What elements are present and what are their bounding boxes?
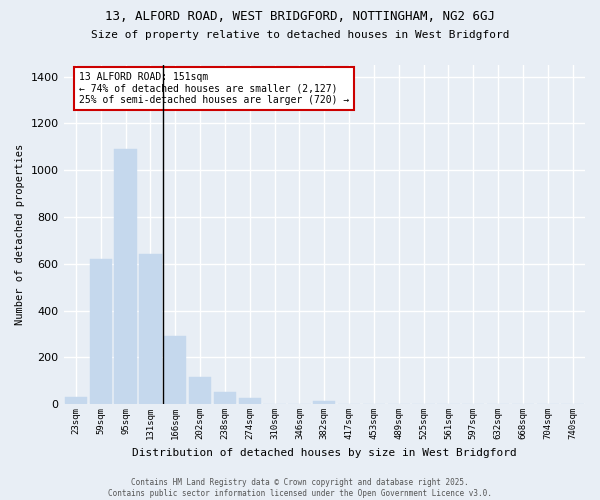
- Bar: [313, 400, 335, 404]
- Bar: [65, 397, 87, 404]
- Bar: [89, 259, 112, 404]
- X-axis label: Distribution of detached houses by size in West Bridgford: Distribution of detached houses by size …: [132, 448, 517, 458]
- Bar: [189, 377, 211, 404]
- Bar: [239, 398, 261, 404]
- Bar: [214, 392, 236, 404]
- Y-axis label: Number of detached properties: Number of detached properties: [15, 144, 25, 325]
- Text: 13 ALFORD ROAD: 151sqm
← 74% of detached houses are smaller (2,127)
25% of semi-: 13 ALFORD ROAD: 151sqm ← 74% of detached…: [79, 72, 349, 105]
- Text: Size of property relative to detached houses in West Bridgford: Size of property relative to detached ho…: [91, 30, 509, 40]
- Bar: [164, 336, 187, 404]
- Text: Contains HM Land Registry data © Crown copyright and database right 2025.
Contai: Contains HM Land Registry data © Crown c…: [108, 478, 492, 498]
- Bar: [115, 149, 137, 404]
- Text: 13, ALFORD ROAD, WEST BRIDGFORD, NOTTINGHAM, NG2 6GJ: 13, ALFORD ROAD, WEST BRIDGFORD, NOTTING…: [105, 10, 495, 23]
- Bar: [139, 254, 161, 404]
